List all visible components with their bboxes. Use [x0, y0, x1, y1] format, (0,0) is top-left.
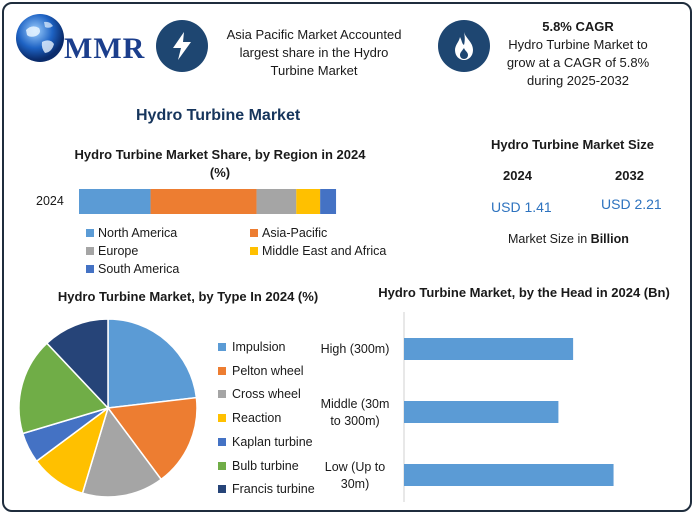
legend-label: North America [98, 226, 178, 240]
head-category-label: Middle (30m to 300m) [321, 397, 390, 428]
mmr-logo: MMR [12, 8, 146, 68]
legend-swatch [218, 437, 226, 446]
type-legend-francis-turbine: Francis turbine [218, 482, 315, 496]
type-legend-bulb-turbine: Bulb turbine [218, 459, 299, 473]
head-chart-title: Hydro Turbine Market, by the Head in 202… [378, 285, 670, 300]
type-chart-title: Hydro Turbine Market, by Type In 2024 (%… [57, 289, 319, 304]
legend-swatch [86, 229, 94, 237]
region-chart-title: Hydro Turbine Market Share, by Region in… [74, 147, 366, 180]
legend-swatch [218, 343, 226, 351]
pie-slice-cross-wheel [81, 406, 163, 498]
region-legend-asia-pacific: Asia-Pacific [250, 226, 327, 240]
legend-label: Europe [98, 244, 139, 258]
type-legend-cross-wheel: Cross wheel [218, 387, 301, 401]
legend-swatch [86, 247, 94, 255]
legend-swatch [250, 229, 258, 237]
market-size-year-2032: 2032 [615, 168, 644, 183]
region-highlight-text: Asia Pacific Market Accounted largest sh… [226, 27, 402, 78]
legend-label: Impulsion [232, 340, 286, 354]
region-stacked-bar-chart: 2024 [36, 189, 337, 214]
type-legend-kaplan-turbine: Kaplan turbine [218, 435, 313, 449]
type-pie-chart [18, 318, 198, 498]
pie-slice-francis-turbine [45, 318, 109, 410]
lightning-bolt-icon [156, 20, 208, 72]
legend-swatch [250, 247, 258, 255]
flame-icon [438, 20, 490, 72]
market-size-value-2032: USD 2.21 [601, 196, 662, 212]
legend-label: Asia-Pacific [262, 226, 328, 240]
head-category-label: High (300m) [321, 342, 390, 356]
head-category-label: Low (Up to 30m) [325, 460, 385, 491]
main-title: Hydro Turbine Market [136, 107, 301, 124]
legend-swatch [218, 485, 226, 494]
region-legend-europe: Europe [86, 244, 138, 258]
legend-label: Pelton wheel [232, 363, 304, 378]
cagr-label: 5.8% CAGR [542, 19, 614, 34]
region-legend-middle-east-and-africa: Middle East and Africa [250, 244, 386, 258]
legend-swatch [218, 366, 226, 375]
market-size-note: Market Size in Billion [508, 232, 629, 246]
legend-label: Bulb turbine [232, 458, 299, 473]
region-category-label: 2024 [36, 194, 64, 208]
region-bar-middle-east-and-africa [296, 189, 321, 214]
globe-icon [16, 14, 64, 62]
legend-label: Cross wheel [232, 387, 301, 402]
legend-label: Kaplan turbine [232, 434, 313, 449]
head-bar-middle-30m-to-300m [404, 401, 559, 423]
head-bar-high-300m [404, 338, 574, 360]
market-size-year-2024: 2024 [503, 168, 532, 183]
head-bar-chart: High (300m) Middle (30m to 300m) Low (Up to… [321, 312, 614, 502]
pie-slice-bulb-turbine [18, 342, 110, 435]
region-legend-north-america: North America [86, 226, 177, 240]
legend-label: South America [98, 262, 180, 276]
legend-swatch [218, 461, 226, 470]
market-size-note-prefix: Market Size in [508, 232, 591, 246]
market-size-value-2024: USD 1.41 [491, 199, 552, 215]
region-bar-south-america [320, 189, 337, 214]
cagr-text: Hydro Turbine Market to grow at a CAGR o… [506, 37, 650, 88]
market-size-title: Hydro Turbine Market Size [490, 137, 654, 152]
legend-swatch [86, 265, 94, 273]
pie-slice-impulsion [107, 318, 198, 409]
legend-swatch [218, 414, 226, 423]
logo-text: MMR [64, 32, 146, 65]
legend-label: Reaction [232, 411, 282, 426]
type-legend-reaction: Reaction [218, 411, 281, 425]
region-bar-europe [256, 189, 297, 214]
legend-swatch [218, 390, 226, 399]
legend-label: Francis turbine [232, 482, 315, 497]
region-bar-north-america [79, 189, 151, 214]
market-size-note-unit: Billion [590, 232, 629, 246]
region-bar-asia-pacific [150, 189, 257, 214]
legend-label: Middle East and Africa [262, 244, 387, 258]
region-legend-south-america: South America [86, 262, 179, 276]
pie-slice-pelton-wheel [106, 396, 198, 481]
cagr-block: 5.8% CAGR Hydro Turbine Market to grow a… [503, 18, 653, 90]
head-bar-low-up-to-30m [404, 464, 614, 486]
type-legend-pelton-wheel: Pelton wheel [218, 364, 304, 378]
type-legend-impulsion: Impulsion [218, 340, 286, 354]
